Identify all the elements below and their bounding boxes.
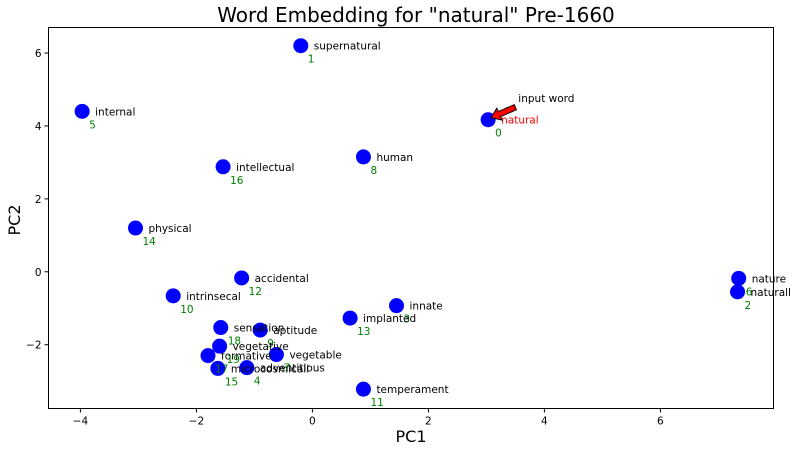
point-index-2: 2	[745, 300, 752, 312]
point-label-internal: internal	[95, 106, 135, 118]
point-label-intrinsecal: intrinsecal	[186, 291, 241, 303]
x-tick-label: −2	[189, 416, 204, 428]
point-label-physical: physical	[149, 223, 192, 235]
y-tick-label: 0	[35, 267, 42, 279]
point-index-8: 8	[370, 165, 377, 177]
point-label-vegetable: vegetable	[289, 350, 341, 362]
x-tick-label: 0	[309, 416, 316, 428]
point-index-14: 14	[143, 236, 157, 248]
y-axis-ticks: −2 0 2 4 6	[26, 48, 49, 352]
data-point-formative	[200, 348, 216, 364]
data-point-intellectual	[215, 159, 231, 175]
data-point-implanted	[342, 310, 358, 326]
point-index-13: 13	[357, 326, 370, 338]
annotation-arrow	[490, 104, 518, 121]
point-label-formative: formative	[221, 351, 272, 363]
data-point-vegetative	[212, 338, 228, 354]
annotation-text: input word	[518, 93, 574, 105]
point-index-6: 6	[746, 286, 753, 298]
data-point-microcosmicall	[210, 360, 226, 376]
point-index-11: 11	[370, 397, 383, 409]
x-tick-label: 2	[425, 416, 432, 428]
data-point-nature	[731, 270, 747, 286]
data-point-sensation	[213, 320, 229, 336]
point-label-aptitude: aptitude	[273, 325, 317, 337]
point-index-9: 9	[267, 338, 274, 350]
point-label-human: human	[376, 152, 413, 164]
data-point-intrinsecal	[165, 288, 181, 304]
point-index-19: 19	[227, 354, 240, 366]
point-index-3: 3	[404, 314, 411, 326]
point-label-adventitious: adventitious	[260, 363, 325, 375]
data-point-innate	[389, 298, 404, 314]
x-axis-ticks: −4 −2 0 2 4 6	[73, 408, 664, 428]
y-axis-label: PC2	[5, 205, 24, 236]
point-label-temperament: temperament	[376, 384, 448, 396]
plot-frame	[48, 27, 774, 409]
data-point-internal	[74, 103, 90, 119]
x-axis-label: PC1	[396, 427, 427, 446]
point-label-supernatural: supernatural	[314, 41, 381, 53]
data-point-supernatural	[293, 38, 309, 54]
x-tick-label: 4	[541, 416, 548, 428]
data-point-aptitude	[252, 322, 268, 338]
y-tick-label: 6	[35, 48, 42, 60]
point-index-16: 16	[230, 175, 244, 187]
point-index-1: 1	[308, 54, 315, 66]
point-label-naturall: naturall	[751, 287, 791, 299]
y-tick-label: 4	[35, 121, 42, 133]
point-label-vegetative: vegetative	[233, 341, 289, 353]
x-tick-label: 6	[657, 416, 664, 428]
point-index-12: 12	[249, 286, 262, 298]
data-point-temperament	[355, 381, 371, 397]
data-point-accidental	[234, 270, 250, 286]
x-tick-label: −4	[73, 416, 89, 428]
point-index-0: 0	[495, 128, 502, 140]
y-tick-label: 2	[35, 194, 42, 206]
point-label-nature: nature	[752, 273, 786, 285]
chart-title: Word Embedding for "natural" Pre-1660	[217, 3, 615, 27]
y-tick-label: −2	[26, 340, 41, 352]
point-index-5: 5	[89, 119, 96, 131]
point-index-15: 15	[225, 376, 238, 388]
point-label-sensation: sensation	[234, 323, 285, 335]
point-label-natural: natural	[501, 115, 539, 127]
data-point-human	[355, 149, 371, 165]
point-label-microcosmicall: microcosmicall	[231, 363, 309, 375]
point-label-accidental: accidental	[255, 273, 309, 285]
point-index-4: 4	[254, 376, 261, 388]
point-index-18: 18	[228, 336, 241, 348]
point-index-17: 17	[215, 364, 228, 376]
point-label-innate: innate	[410, 301, 443, 313]
point-index-10: 10	[180, 304, 193, 316]
data-point-physical	[128, 220, 143, 236]
point-index-7: 7	[283, 363, 290, 375]
point-label-intellectual: intellectual	[236, 162, 294, 174]
data-point-naturall	[730, 284, 746, 300]
data-point-vegetable	[268, 347, 284, 363]
data-point-adventitious	[239, 360, 255, 376]
point-label-implanted: implanted	[363, 313, 416, 325]
